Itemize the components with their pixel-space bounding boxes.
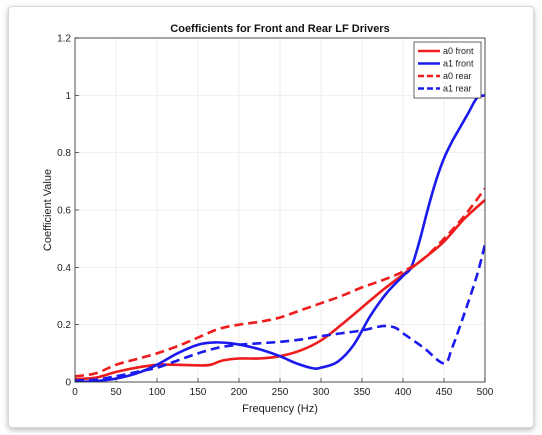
- x-tick-label: 350: [354, 387, 371, 398]
- series-layer: [75, 94, 485, 382]
- series-line-a0-rear: [75, 187, 485, 378]
- legend: a0 front a1 front a0 rear a1 rear: [413, 41, 482, 99]
- y-tick-label: 0.6: [57, 206, 71, 217]
- x-tick-label: 300: [313, 387, 330, 398]
- x-axis-label: Frequency (Hz): [242, 403, 318, 415]
- x-tick-label: 0: [72, 387, 78, 398]
- x-tick-label: 500: [477, 387, 494, 398]
- series-line-a1-front: [75, 94, 485, 382]
- x-tick-label: 150: [190, 387, 207, 398]
- y-tick-label: 0.2: [57, 320, 71, 331]
- x-tick-label: 450: [436, 387, 453, 398]
- y-tick-label: 1.2: [57, 34, 71, 45]
- chart-title: Coefficients for Front and Rear LF Drive…: [170, 23, 389, 35]
- series-line-a1-rear: [75, 244, 485, 382]
- y-tick-label: 0: [65, 378, 71, 389]
- legend-label: a1 rear: [443, 84, 472, 94]
- legend-label: a1 front: [443, 59, 474, 69]
- x-tick-label: 400: [395, 387, 412, 398]
- ticks: 0 50 100 150 200 250 300 350 400 450 500 0 0.2 0.4 0.6…: [57, 34, 494, 399]
- y-tick-label: 0.8: [57, 148, 71, 159]
- y-axis-label: Coefficient Value: [42, 169, 54, 251]
- x-tick-label: 100: [149, 387, 166, 398]
- x-tick-label: 50: [110, 387, 122, 398]
- x-tick-label: 200: [231, 387, 248, 398]
- y-tick-label: 1: [65, 91, 71, 102]
- legend-label: a0 front: [443, 46, 474, 56]
- y-tick-label: 0.4: [57, 263, 71, 274]
- x-tick-label: 250: [272, 387, 289, 398]
- legend-label: a0 rear: [443, 71, 472, 81]
